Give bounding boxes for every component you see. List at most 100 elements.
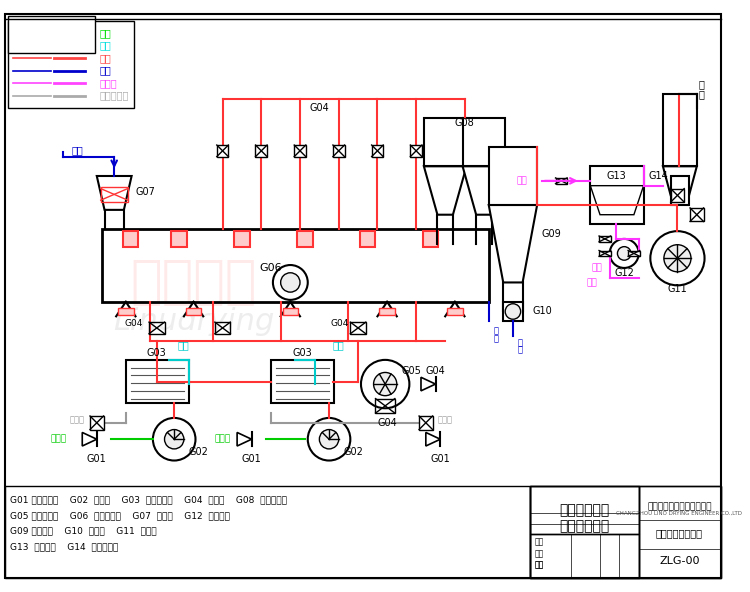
Text: G04: G04 <box>426 366 445 377</box>
Text: G13  循环水箱    G14  文氏洗涤器: G13 循环水箱 G14 文氏洗涤器 <box>10 542 118 551</box>
Bar <box>372 145 383 157</box>
Bar <box>530 534 639 578</box>
Text: G13: G13 <box>607 171 626 181</box>
Text: CHANGZHOU LINO DRYING ENGINEER CO.,LTD: CHANGZHOU LINO DRYING ENGINEER CO.,LTD <box>616 511 742 516</box>
Bar <box>126 360 189 403</box>
Bar <box>149 322 164 334</box>
Circle shape <box>308 418 350 461</box>
Bar <box>530 485 639 578</box>
Polygon shape <box>421 377 436 391</box>
Polygon shape <box>590 186 644 215</box>
Text: G07: G07 <box>136 188 155 198</box>
Text: 污水: 污水 <box>592 263 602 272</box>
Text: G04: G04 <box>377 418 397 428</box>
Circle shape <box>506 304 520 319</box>
Bar <box>424 118 466 166</box>
Text: G14: G14 <box>648 171 668 181</box>
Text: G06: G06 <box>260 263 282 273</box>
Bar <box>380 308 394 316</box>
Text: 审核: 审核 <box>535 549 544 558</box>
Polygon shape <box>424 166 466 215</box>
Text: 工艺: 工艺 <box>535 561 544 570</box>
Text: 常州力诺干燥工程有限公司: 常州力诺干燥工程有限公司 <box>647 503 712 511</box>
Text: ZLG-00: ZLG-00 <box>659 556 700 566</box>
Text: 空: 空 <box>699 89 704 99</box>
Polygon shape <box>426 433 440 446</box>
Text: 产: 产 <box>494 326 499 335</box>
Bar <box>530 485 721 578</box>
Text: G04: G04 <box>330 318 349 327</box>
Text: 冷凝水出口: 冷凝水出口 <box>100 91 129 101</box>
Text: G04: G04 <box>124 318 143 327</box>
Bar <box>463 118 506 166</box>
Bar <box>447 308 463 316</box>
Polygon shape <box>82 433 97 446</box>
Text: G08: G08 <box>454 118 475 128</box>
Bar <box>4 485 530 578</box>
Bar <box>283 308 298 316</box>
Bar <box>294 145 306 157</box>
Text: Linudrying: Linudrying <box>112 307 274 336</box>
Text: G01: G01 <box>242 453 262 464</box>
Text: G02: G02 <box>189 447 209 457</box>
Text: 蒸汽: 蒸汽 <box>333 340 344 350</box>
Text: G03: G03 <box>292 348 312 358</box>
Text: 冷空气: 冷空气 <box>214 435 231 444</box>
Text: 硫铵振动流化: 硫铵振动流化 <box>560 503 610 517</box>
Text: 清水: 清水 <box>517 176 527 185</box>
Bar <box>590 166 644 224</box>
Circle shape <box>617 247 631 260</box>
Bar <box>410 145 422 157</box>
Bar <box>171 231 187 247</box>
Text: 物料: 物料 <box>100 66 112 76</box>
Text: 振动流化床流程图: 振动流化床流程图 <box>656 528 703 538</box>
Circle shape <box>320 430 339 449</box>
Bar <box>489 147 537 205</box>
Polygon shape <box>663 166 697 195</box>
Bar <box>90 416 104 430</box>
Bar <box>217 145 229 157</box>
Circle shape <box>650 231 704 285</box>
Text: G10: G10 <box>532 307 552 317</box>
Text: G01 空气过滤器    G02  送风机    G03  蒸气加热器    G04  调风门    G08  旋风分离器: G01 空气过滤器 G02 送风机 G03 蒸气加热器 G04 调风门 G08 … <box>10 496 286 505</box>
Text: G04: G04 <box>310 103 329 113</box>
Bar <box>670 176 689 205</box>
Bar <box>100 186 128 202</box>
Text: 冷凝水: 冷凝水 <box>438 416 453 424</box>
Bar <box>599 250 610 256</box>
Bar <box>123 231 139 247</box>
Text: 冷风: 冷风 <box>100 28 112 38</box>
Bar <box>639 485 721 578</box>
Text: 排: 排 <box>699 79 704 89</box>
Bar <box>333 145 344 157</box>
Text: G12: G12 <box>614 268 634 278</box>
Circle shape <box>280 273 300 292</box>
Circle shape <box>273 265 308 300</box>
Bar <box>419 416 433 430</box>
Bar <box>670 189 684 202</box>
Text: 工艺: 工艺 <box>535 561 544 570</box>
Bar <box>530 485 639 534</box>
Bar <box>118 308 134 316</box>
Bar <box>350 322 366 334</box>
Bar <box>360 231 376 247</box>
Bar <box>8 21 134 108</box>
Text: 蒸汽: 蒸汽 <box>100 40 112 50</box>
Text: 洗涤水: 洗涤水 <box>100 78 117 88</box>
Bar <box>297 231 313 247</box>
Circle shape <box>374 372 397 395</box>
Text: G11: G11 <box>668 284 687 294</box>
Bar <box>186 308 201 316</box>
Bar <box>690 208 703 221</box>
Bar <box>101 229 489 302</box>
Bar <box>556 178 567 184</box>
Bar <box>663 94 697 166</box>
Text: 污水: 污水 <box>586 278 597 287</box>
Circle shape <box>361 360 410 408</box>
Bar <box>503 302 523 321</box>
Bar <box>271 360 334 403</box>
Bar <box>376 398 394 413</box>
Bar <box>214 322 230 334</box>
Circle shape <box>164 430 184 449</box>
Bar <box>599 236 610 242</box>
